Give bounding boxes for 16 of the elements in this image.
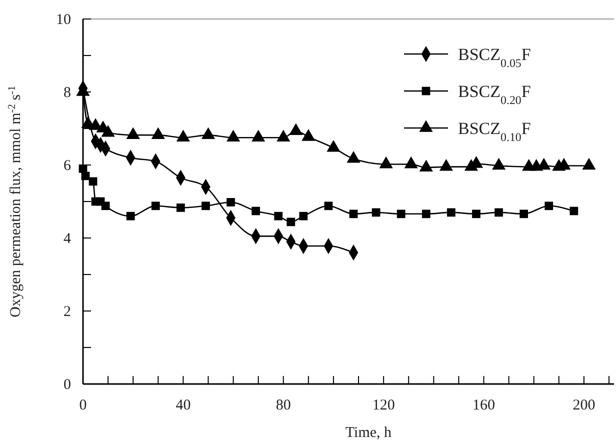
y-tick-label: 10 [56,12,71,28]
y-tick-label: 2 [64,304,71,320]
y-tick-label: 6 [64,158,72,174]
x-tick-label: 200 [572,398,596,414]
y-tick-label: 8 [64,84,71,101]
legend-label: BSCZ$_{0.10}$F [458,118,531,144]
x-tick-label: 40 [176,398,191,414]
legend-label: BSCZ$_{0.20}$F [458,82,531,107]
x-tick-label: 120 [372,398,395,414]
x-tick-label: 80 [276,398,291,414]
legend-label: BSCZ$_{0.05}$F [458,44,531,70]
y-tick-label: 0 [64,376,71,393]
x-tick-label: 160 [472,398,496,414]
y-tick-label: 4 [64,230,72,247]
x-axis-title: Time, h [345,425,392,441]
x-tick-label: 0 [79,398,87,414]
